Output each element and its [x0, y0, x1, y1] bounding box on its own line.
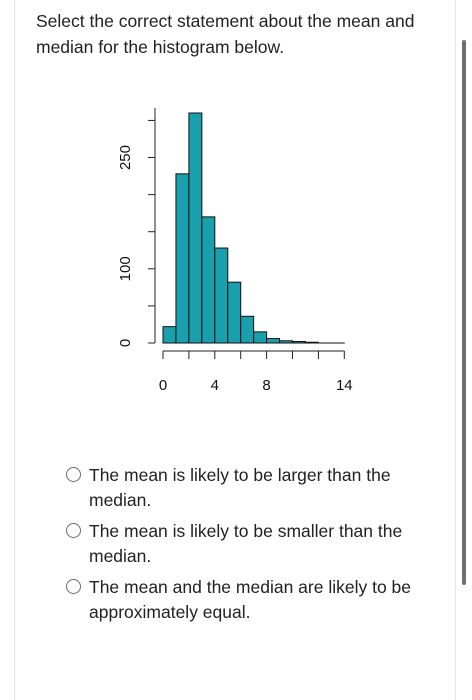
- histogram-bar: [279, 340, 293, 344]
- histogram-chart: 0 100 250 0 4 8 14: [117, 108, 353, 394]
- x-tick-label: 8: [262, 377, 270, 394]
- option-label: The mean is likely to be larger than the…: [89, 465, 391, 510]
- option-label: The mean and the median are likely to be…: [89, 577, 411, 622]
- question-text: Select the correct statement about the m…: [36, 11, 415, 57]
- histogram-bar: [240, 315, 255, 344]
- x-tick-label: 4: [211, 377, 219, 394]
- radio-button[interactable]: [66, 579, 81, 594]
- answer-options: The mean is likely to be larger than the…: [66, 463, 416, 631]
- option-mean-smaller[interactable]: The mean is likely to be smaller than th…: [66, 519, 416, 569]
- y-tick-label: 100: [117, 256, 134, 281]
- option-label: The mean is likely to be smaller than th…: [89, 521, 403, 566]
- histogram-bar: [227, 281, 242, 344]
- histogram-bar: [292, 341, 306, 344]
- option-approx-equal[interactable]: The mean and the median are likely to be…: [66, 575, 416, 625]
- y-tick-label: 250: [117, 145, 134, 170]
- x-tick-label: 0: [159, 377, 167, 394]
- histogram-bar: [201, 216, 216, 344]
- left-border: [14, 0, 15, 700]
- histogram-bar: [162, 326, 177, 344]
- histogram-bar: [266, 338, 281, 344]
- histogram-bar: [214, 247, 229, 344]
- y-tick-label: 0: [117, 339, 134, 347]
- option-mean-larger[interactable]: The mean is likely to be larger than the…: [66, 463, 416, 513]
- histogram-bar: [188, 112, 203, 344]
- radio-button[interactable]: [66, 523, 81, 538]
- scrollbar[interactable]: [462, 40, 466, 585]
- histogram-bar: [253, 331, 268, 344]
- right-border: [455, 0, 456, 700]
- histogram-bar: [304, 341, 319, 344]
- histogram-bar: [175, 173, 190, 344]
- radio-button[interactable]: [66, 467, 81, 482]
- x-tick-label: 14: [336, 377, 353, 394]
